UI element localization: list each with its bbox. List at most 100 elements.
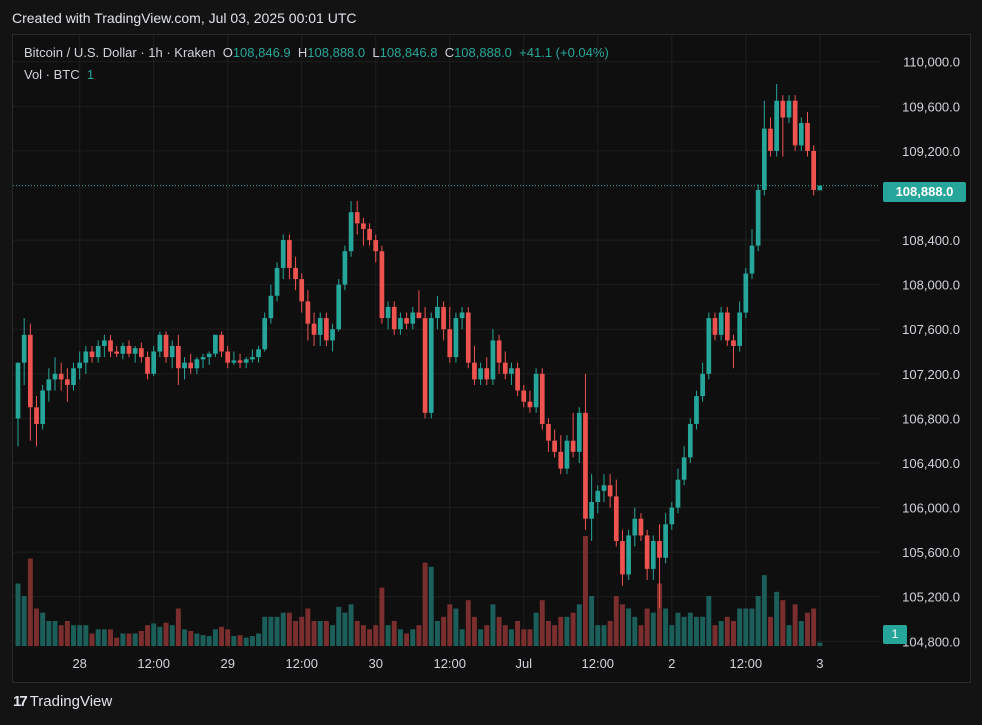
candle-body bbox=[262, 318, 268, 350]
y-tick-label: 105,200.0 bbox=[902, 590, 960, 605]
candle-body bbox=[34, 407, 39, 424]
open-value: 108,846.9 bbox=[232, 45, 291, 60]
volume-bar bbox=[89, 633, 95, 646]
candle-body bbox=[552, 440, 557, 452]
volume-bar bbox=[21, 596, 27, 646]
candle-body bbox=[539, 373, 545, 424]
candle-body bbox=[151, 351, 157, 374]
symbol-title[interactable]: Bitcoin / U.S. Dollar · 1h · Kraken bbox=[24, 45, 216, 60]
volume-bar bbox=[354, 621, 360, 646]
candle-body bbox=[607, 485, 613, 497]
candle-body bbox=[737, 312, 742, 346]
volume-bar bbox=[305, 608, 311, 646]
candle-body bbox=[755, 189, 761, 246]
candle-body bbox=[354, 212, 360, 224]
candle-body bbox=[447, 329, 453, 358]
candle-body bbox=[213, 334, 218, 354]
volume-bar bbox=[249, 636, 255, 646]
candle-body bbox=[243, 359, 249, 363]
candle-body bbox=[749, 245, 755, 274]
candle-body bbox=[743, 273, 749, 313]
candle-body bbox=[126, 345, 132, 354]
candle-body bbox=[416, 312, 422, 319]
candle-body bbox=[663, 524, 668, 558]
volume-bar bbox=[34, 608, 39, 646]
candle-body bbox=[620, 541, 625, 575]
x-tick-label: 12:00 bbox=[433, 656, 466, 671]
candle-body bbox=[589, 501, 594, 519]
volume-bar bbox=[731, 621, 736, 646]
y-tick-label: 106,000.0 bbox=[902, 501, 960, 516]
candle-body bbox=[459, 312, 465, 319]
volume-bar bbox=[644, 608, 650, 646]
volume-bar bbox=[669, 625, 675, 646]
candle-body bbox=[694, 396, 699, 424]
candle-body bbox=[200, 357, 206, 360]
candle-body bbox=[373, 240, 379, 252]
volume-bar bbox=[416, 625, 422, 646]
volume-bar bbox=[626, 608, 632, 646]
y-tick-label: 104,800.0 bbox=[902, 634, 960, 649]
volume-bar bbox=[52, 621, 58, 646]
candle-body bbox=[317, 318, 323, 335]
volume-bar bbox=[706, 596, 712, 646]
volume-bar bbox=[64, 621, 70, 646]
volume-bar bbox=[108, 629, 113, 646]
volume-bar bbox=[237, 635, 243, 646]
volume-bar bbox=[681, 616, 687, 646]
volume-bar bbox=[656, 583, 662, 646]
volume-bar bbox=[182, 629, 188, 646]
volume-bar bbox=[811, 608, 817, 646]
candle-body bbox=[626, 535, 631, 575]
volume-bar bbox=[336, 606, 342, 646]
candle-body bbox=[632, 518, 638, 536]
volume-bar bbox=[323, 621, 329, 646]
volume-bar bbox=[379, 587, 385, 646]
volume-bar bbox=[422, 562, 428, 646]
candle-body bbox=[206, 353, 212, 358]
volume-bar bbox=[367, 629, 373, 646]
candle-body bbox=[361, 223, 366, 229]
volume-bar bbox=[700, 616, 706, 646]
volume-bar bbox=[27, 558, 33, 646]
candle-body bbox=[114, 351, 120, 354]
volume-bar bbox=[724, 616, 730, 646]
volume-bar bbox=[120, 633, 126, 646]
y-tick-label: 110,000.0 bbox=[903, 55, 960, 70]
candle-body bbox=[718, 312, 724, 335]
candle-body bbox=[774, 100, 780, 151]
volume-bar bbox=[515, 621, 521, 646]
volume-bar bbox=[95, 629, 101, 646]
volume-bar bbox=[459, 629, 465, 646]
volume-bar bbox=[619, 604, 625, 646]
volume-bar bbox=[385, 625, 391, 646]
candle-body bbox=[237, 360, 243, 363]
volume-bar bbox=[434, 621, 440, 646]
volume-bar bbox=[243, 637, 249, 646]
candle-body bbox=[336, 284, 342, 330]
symbol-legend: Bitcoin / U.S. Dollar · 1h · Kraken O108… bbox=[24, 45, 609, 60]
x-tick-label: 12:00 bbox=[137, 656, 170, 671]
volume-bar bbox=[484, 625, 490, 646]
candle-body bbox=[546, 423, 551, 441]
y-tick-label: 105,600.0 bbox=[902, 545, 960, 560]
candle-body bbox=[77, 362, 83, 369]
volume-bar bbox=[77, 625, 83, 646]
volume-bar bbox=[293, 621, 299, 646]
tradingview-brand[interactable]: 17 TradingView bbox=[13, 693, 112, 710]
candle-body bbox=[108, 340, 113, 352]
candle-body bbox=[83, 351, 89, 363]
volume-bar bbox=[138, 631, 144, 646]
low-label: L bbox=[372, 45, 380, 60]
volume-bar bbox=[521, 629, 527, 646]
y-tick-label: 109,600.0 bbox=[902, 99, 960, 114]
volume-bar bbox=[114, 637, 120, 646]
volume-bar bbox=[286, 612, 292, 646]
candle-body bbox=[675, 479, 681, 508]
y-tick-label: 109,200.0 bbox=[902, 144, 960, 159]
close-label: C bbox=[444, 45, 455, 60]
volume-label[interactable]: Vol · BTC bbox=[24, 67, 80, 82]
candle-body bbox=[435, 306, 440, 319]
volume-bar bbox=[410, 629, 416, 646]
